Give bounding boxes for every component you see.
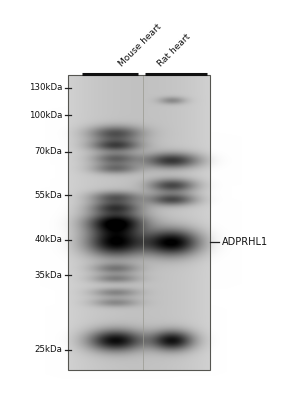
Text: 100kDa: 100kDa	[28, 110, 62, 120]
Bar	[68, 75, 210, 370]
Text: Mouse heart: Mouse heart	[117, 22, 163, 68]
Text: 25kDa: 25kDa	[34, 346, 62, 354]
Text: 70kDa: 70kDa	[34, 148, 62, 156]
Text: 130kDa: 130kDa	[28, 84, 62, 92]
Text: ADPRHL1: ADPRHL1	[222, 237, 268, 247]
Text: 55kDa: 55kDa	[34, 190, 62, 200]
Text: Rat heart: Rat heart	[156, 32, 192, 68]
Text: 35kDa: 35kDa	[34, 270, 62, 280]
Text: 40kDa: 40kDa	[34, 236, 62, 244]
